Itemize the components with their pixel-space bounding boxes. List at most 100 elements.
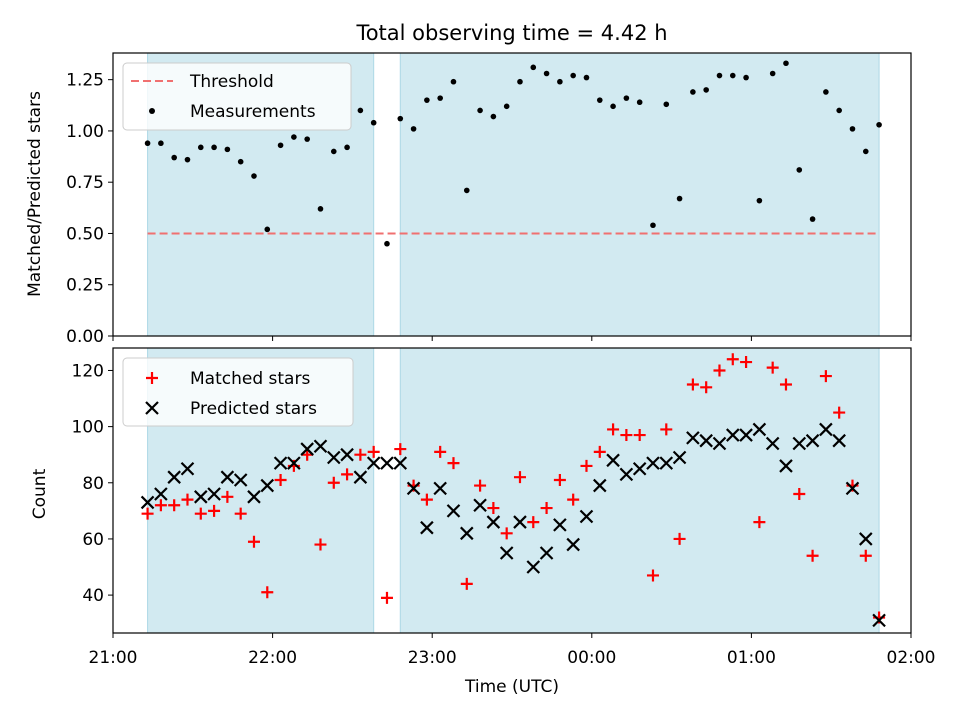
measurement-point	[344, 144, 350, 151]
measurement-point	[716, 72, 723, 79]
y-tick-label: 60	[82, 530, 104, 550]
chart-title: Total observing time = 4.42 h	[355, 21, 667, 45]
measurement-point	[836, 107, 842, 114]
y-tick-label: 80	[82, 474, 104, 494]
measurement-point	[251, 173, 257, 179]
matched-star-point	[753, 516, 766, 529]
bottom-legend-box	[122, 357, 354, 427]
predicted-star-point	[646, 456, 660, 470]
measurement-point	[862, 148, 869, 155]
measurement-point	[823, 89, 829, 95]
matched-star-point	[301, 448, 314, 461]
measurement-point	[756, 197, 763, 204]
measurement-point	[158, 140, 164, 147]
predicted-star-point	[632, 461, 647, 476]
top-legend: Threshold Measurements	[122, 62, 352, 131]
shaded-interval-1	[399, 347, 880, 634]
matched-star-point	[394, 443, 407, 456]
predicted-star-point	[247, 490, 261, 504]
predicted-star-point	[273, 456, 288, 470]
matched-star-point	[314, 538, 327, 551]
predicted-star-point	[167, 470, 181, 484]
matched-star-point	[513, 471, 526, 484]
measurement-point	[783, 60, 789, 67]
matched-star-point	[487, 502, 500, 515]
matched-star-point	[420, 493, 433, 506]
predicted-star-point	[726, 428, 740, 442]
bottom-x-ticks: 21:00 22:00 23:00 00:00 01:00 02:00	[89, 633, 936, 668]
predicted-star-point	[460, 526, 474, 541]
predicted-star-point	[140, 495, 155, 510]
predicted-star-point	[686, 431, 700, 445]
predicted-star-point	[233, 473, 248, 487]
matched-star-point	[633, 429, 646, 442]
top-axes-frame	[112, 52, 912, 337]
matched-star-point	[660, 423, 673, 436]
measurement-point	[330, 148, 337, 155]
predicted-star-point	[779, 459, 793, 473]
measurement-point	[636, 99, 643, 106]
legend-threshold-label: Threshold	[189, 72, 274, 92]
measurement-point	[397, 115, 404, 122]
measurement-point	[291, 134, 297, 140]
predicted-star-point	[420, 520, 434, 535]
matched-star-point	[460, 577, 473, 590]
measurement-point	[530, 64, 537, 71]
predicted-star-point	[579, 509, 594, 524]
measurement-point	[557, 78, 563, 85]
matched-star-point	[673, 532, 686, 545]
matched-star-point	[686, 378, 699, 391]
top-y-axis-label: Matched/Predicted stars	[25, 91, 45, 297]
x-tick-label: 22:00	[248, 648, 297, 668]
predicted-star-point	[593, 478, 607, 493]
measurement-point	[424, 97, 430, 103]
x-axis-label: Time (UTC)	[464, 677, 559, 697]
predicted-star-point	[526, 560, 541, 574]
predicted-star-point	[805, 433, 820, 448]
measurement-point	[317, 206, 324, 212]
measurement-point	[490, 113, 497, 120]
bottom-count-points	[140, 353, 886, 628]
measurement-point	[676, 195, 683, 202]
measurement-point	[224, 146, 231, 153]
predicted-star-point	[499, 546, 514, 560]
matched-star-point	[833, 406, 846, 419]
predicted-star-point	[739, 428, 753, 442]
matched-star-point	[700, 381, 713, 394]
predicted-star-point	[752, 422, 767, 437]
predicted-star-point	[380, 456, 394, 470]
predicted-star-point	[220, 470, 235, 484]
matched-star-point	[447, 457, 460, 470]
predicted-star-point	[553, 518, 567, 532]
top-legend-box	[122, 62, 352, 131]
predicted-star-point	[287, 456, 301, 470]
measurement-point	[743, 74, 749, 81]
matched-star-point	[194, 507, 207, 520]
measurement-point	[769, 70, 776, 77]
x-tick-label: 21:00	[89, 648, 138, 668]
measurement-point	[729, 72, 736, 79]
matched-star-point	[474, 479, 487, 492]
bottom-y-ticks: 40 60 80 100 120	[72, 361, 113, 606]
predicted-star-point	[393, 456, 408, 470]
matched-star-point	[620, 429, 633, 442]
matched-star-point	[580, 459, 593, 472]
legend-matched-label: Matched stars	[190, 369, 310, 389]
predicted-star-point	[180, 461, 195, 476]
x-tick-label: 23:00	[408, 648, 457, 668]
matched-star-point	[434, 445, 447, 458]
predicted-star-point	[872, 613, 886, 628]
matched-star-point	[859, 549, 872, 562]
matched-star-point	[327, 476, 340, 489]
matched-star-point	[713, 364, 726, 377]
predicted-star-point	[566, 537, 580, 552]
y-tick-label: 0.50	[66, 224, 104, 244]
predicted-star-point	[366, 456, 381, 470]
measurement-point	[703, 87, 709, 93]
top-panel: 0.00 0.25 0.50 0.75 1.00 1.25 Matched/Predict…	[25, 52, 912, 347]
x-tick-label: 02:00	[887, 648, 936, 668]
matched-star-point	[793, 488, 806, 501]
x-tick-label: 01:00	[727, 648, 776, 668]
y-tick-label: 120	[72, 361, 104, 381]
bottom-legend: Matched stars Predicted stars	[122, 357, 354, 427]
